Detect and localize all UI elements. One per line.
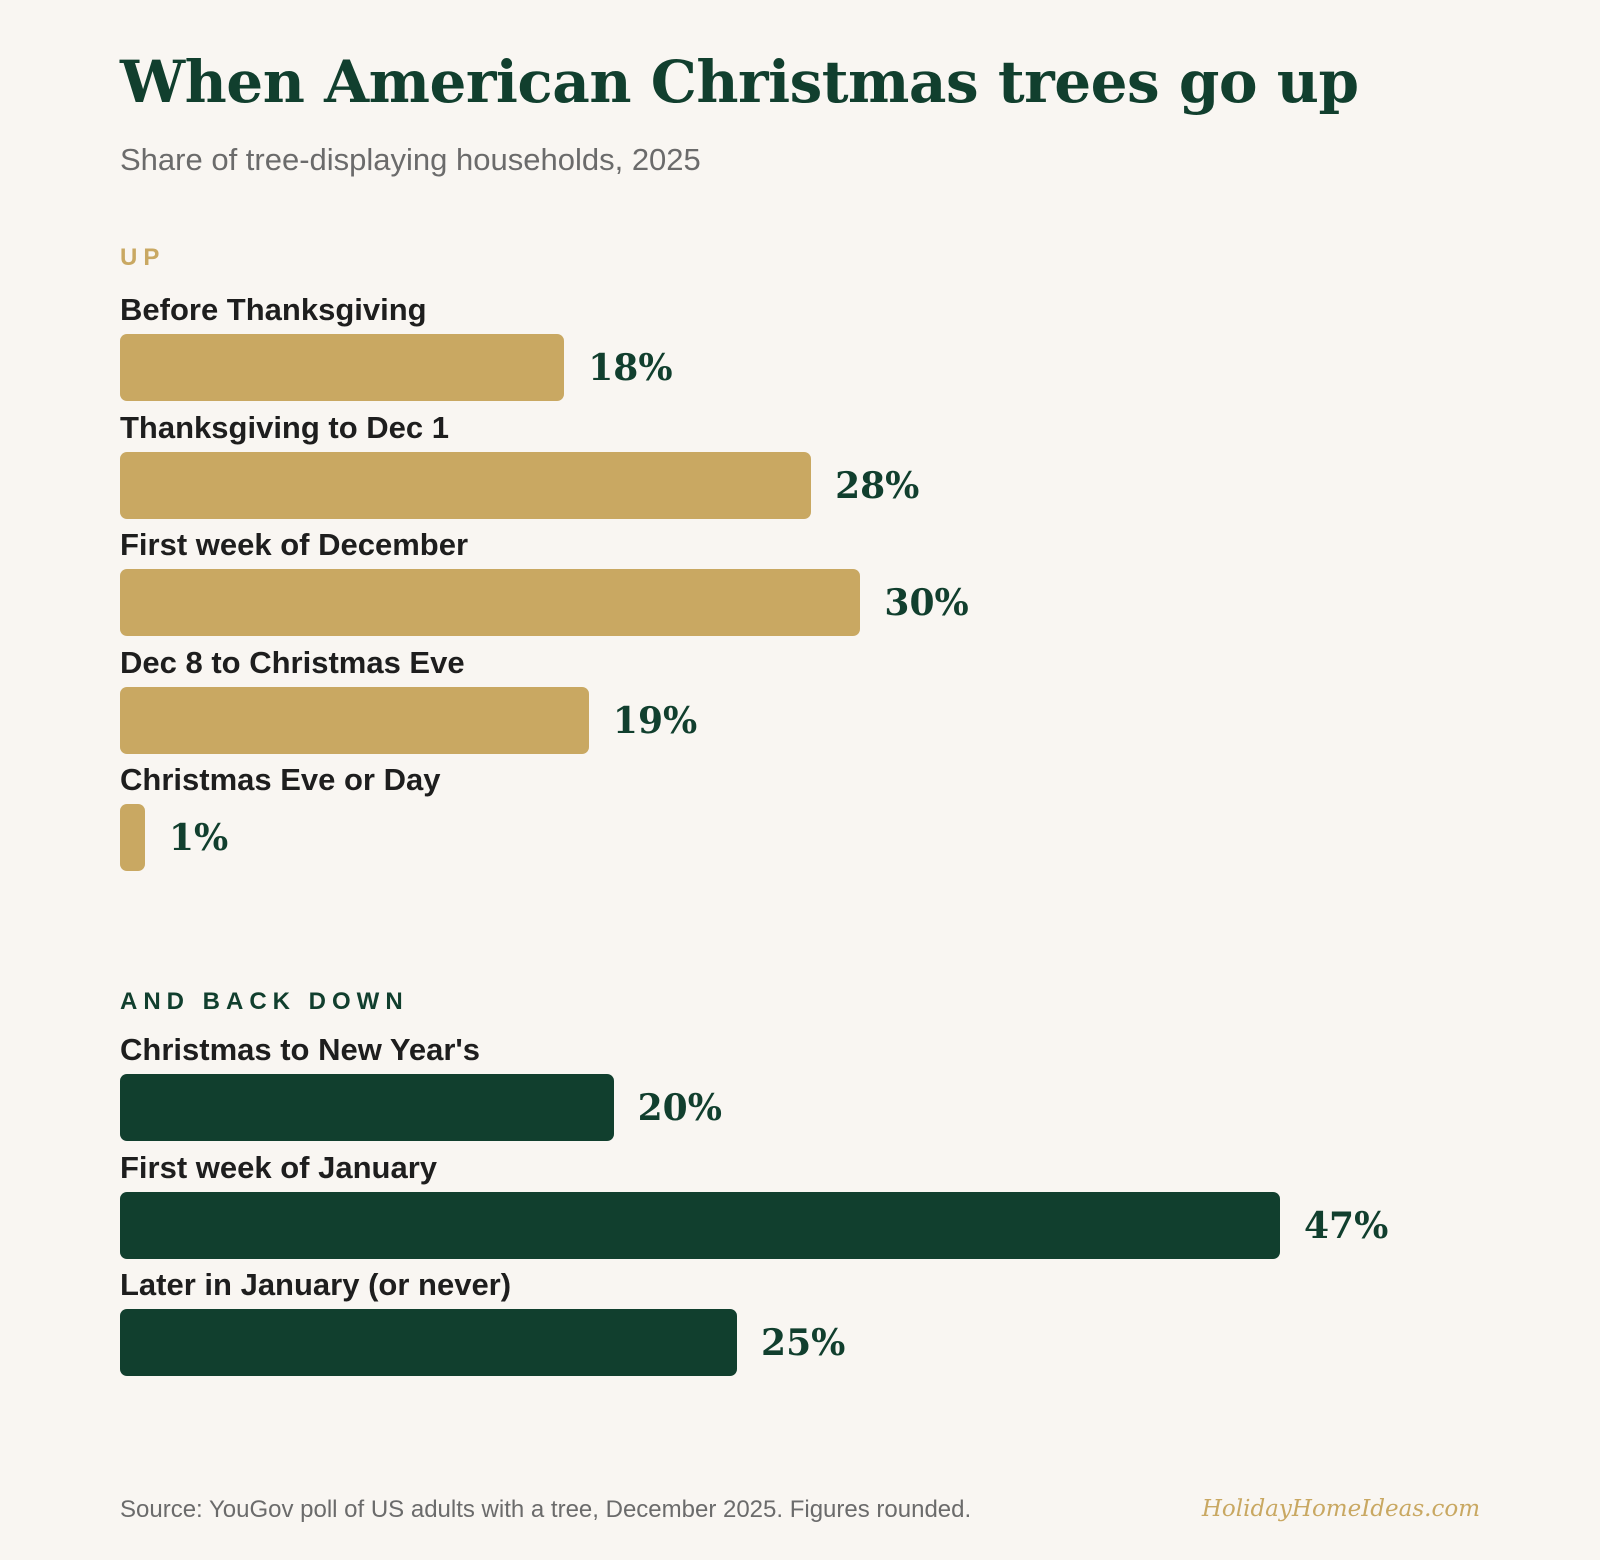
section-label-down: AND BACK DOWN [120, 988, 409, 1015]
category-label: Dec 8 to Christmas Eve [120, 644, 465, 680]
bar [120, 804, 145, 871]
category-label: First week of December [120, 527, 469, 562]
bar [120, 451, 812, 519]
brand-credit[interactable]: HolidayHomeIdeas.com [1201, 1496, 1480, 1522]
value-label: 30% [884, 582, 969, 624]
value-label: 18% [588, 347, 673, 389]
bar-row: Thanksgiving to Dec 1 28% [120, 410, 1520, 522]
category-label: First week of January [120, 1149, 438, 1185]
category-label: Before Thanksgiving [120, 292, 427, 327]
bar-row: First week of January 47% [120, 1150, 1520, 1262]
chart-subtitle: Share of tree-displaying households, 202… [120, 142, 701, 177]
category-label: Christmas Eve or Day [120, 762, 441, 797]
bar-row: First week of December 30% [120, 527, 1520, 639]
bar [120, 1074, 614, 1141]
value-label: 1% [169, 817, 229, 859]
value-label: 28% [835, 464, 920, 507]
value-label: 20% [637, 1087, 722, 1129]
bar [120, 569, 861, 636]
bar [120, 1191, 1280, 1259]
chart-title: When American Christmas trees go up [120, 48, 1359, 116]
value-label: 25% [761, 1322, 846, 1364]
category-label: Thanksgiving to Dec 1 [120, 409, 450, 445]
bar-row: Christmas to New Year's 20% [120, 1032, 1520, 1144]
bar-row: Before Thanksgiving 18% [120, 292, 1520, 404]
category-label: Christmas to New Year's [120, 1032, 481, 1067]
value-label: 19% [612, 699, 698, 742]
bar [120, 334, 565, 401]
category-label: Later in January (or never) [120, 1267, 512, 1302]
bar [120, 1309, 738, 1376]
section-label-up: UP [120, 244, 166, 271]
value-label: 47% [1304, 1204, 1389, 1247]
bar-row: Christmas Eve or Day 1% [120, 762, 1520, 874]
bar [120, 686, 589, 754]
bar-row: Dec 8 to Christmas Eve 19% [120, 645, 1520, 757]
source-note: Source: YouGov poll of US adults with a … [120, 1496, 972, 1523]
bar-row: Later in January (or never) 25% [120, 1267, 1520, 1379]
